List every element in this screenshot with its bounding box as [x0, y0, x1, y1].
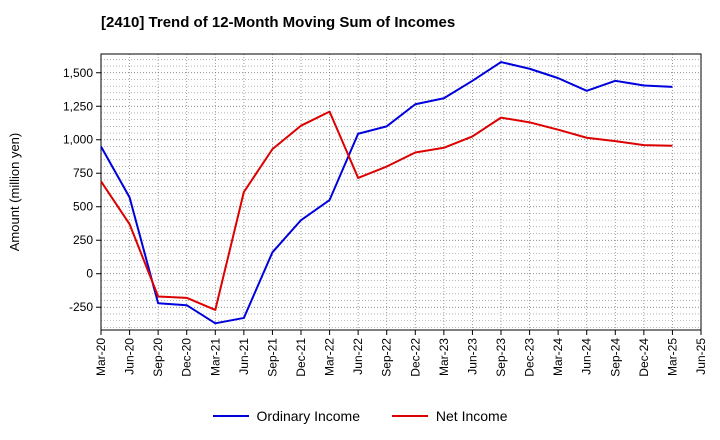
x-tick-label: Sep-23	[494, 338, 508, 377]
legend-label-net-income: Net Income	[435, 408, 508, 424]
x-tick-label: Mar-21	[208, 338, 222, 376]
legend-item-ordinary-income: Ordinary Income	[212, 408, 360, 424]
y-tick-label: 750	[73, 166, 93, 180]
x-tick-label: Jun-21	[237, 338, 251, 375]
y-tick-label: -250	[69, 300, 93, 314]
x-tick-label: Dec-21	[294, 338, 308, 377]
x-tick-label: Mar-24	[551, 338, 565, 376]
legend-swatch-ordinary-income	[212, 415, 249, 417]
y-tick-label: 1,250	[63, 99, 93, 113]
x-tick-label: Dec-22	[408, 338, 422, 377]
y-tick-label: 0	[86, 267, 93, 281]
y-tick-label: 1,000	[63, 133, 93, 147]
x-tick-label: Mar-20	[94, 338, 108, 376]
x-tick-label: Jun-23	[465, 338, 479, 375]
x-tick-label: Dec-24	[637, 338, 651, 377]
x-tick-label: Sep-20	[151, 338, 165, 377]
series-line-net-income	[100, 110, 673, 311]
x-tick-label: Jun-22	[351, 338, 365, 375]
y-tick-label: 500	[73, 200, 93, 214]
y-axis-label: Amount (million yen)	[7, 133, 22, 252]
chart-title: [2410] Trend of 12-Month Moving Sum of I…	[101, 14, 456, 31]
plot-frame	[100, 53, 702, 331]
x-tick-label: Sep-24	[608, 338, 622, 377]
grid-layer	[101, 54, 701, 330]
x-tick-label: Sep-22	[380, 338, 394, 377]
y-tick-label: 250	[73, 233, 93, 247]
x-tick-label: Jun-20	[123, 338, 137, 375]
x-tick-label: Mar-23	[437, 338, 451, 376]
x-tick-label: Dec-20	[180, 338, 194, 377]
legend: Ordinary Income Net Income	[0, 404, 720, 424]
x-tick-label: Sep-21	[265, 338, 279, 377]
x-tick-label: Mar-25	[665, 338, 679, 376]
series-layer	[100, 61, 673, 325]
x-tick-label: Jun-25	[694, 338, 708, 375]
y-axis-ticks: -250 0 250 500 750 1,000 1,250 1,500	[63, 66, 101, 314]
series-line-ordinary-income	[100, 61, 673, 325]
legend-label-ordinary-income: Ordinary Income	[256, 408, 360, 424]
legend-item-net-income: Net Income	[391, 408, 508, 424]
x-axis-ticks: Mar-20 Jun-20 Sep-20 Dec-20 Mar-21 Jun-21 Sep-…	[94, 330, 708, 377]
x-tick-label: Mar-22	[323, 338, 337, 376]
legend-swatch-net-income	[391, 415, 428, 417]
x-tick-label: Jun-24	[580, 338, 594, 375]
y-tick-label: 1,500	[63, 66, 93, 80]
x-tick-label: Dec-23	[523, 338, 537, 377]
